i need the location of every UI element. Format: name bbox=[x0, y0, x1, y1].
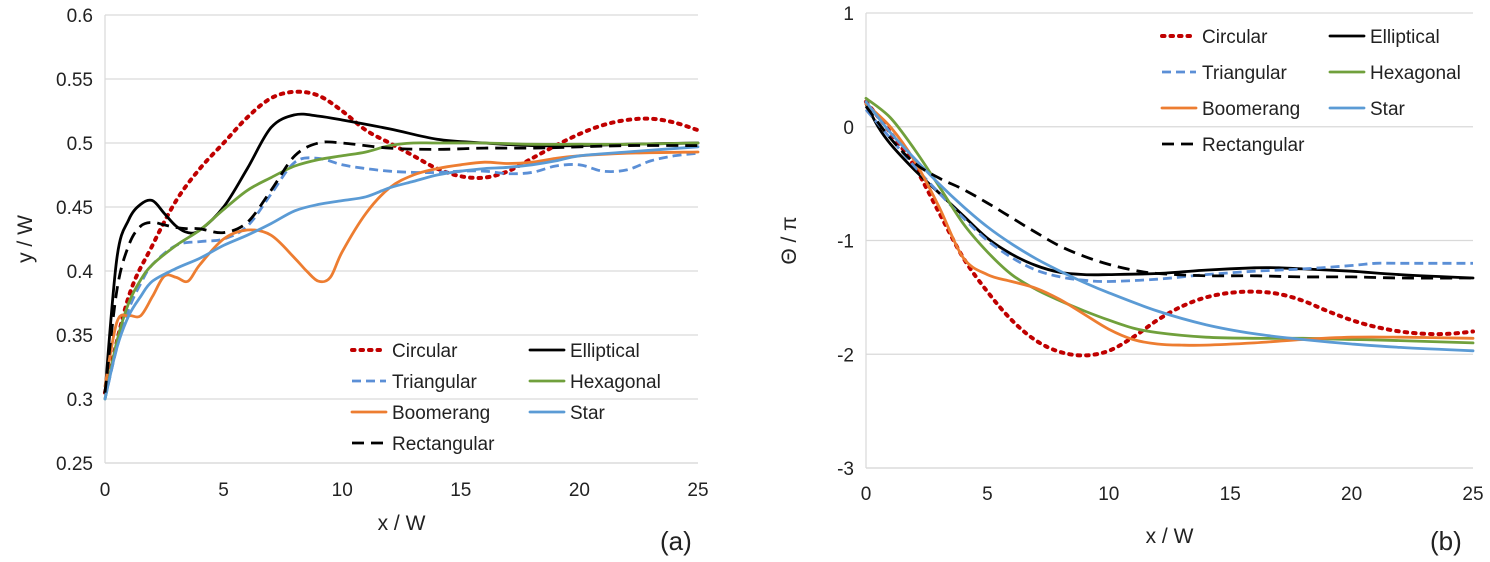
series-line-rectangular bbox=[103, 140, 699, 393]
y-axis-label: y / W bbox=[14, 215, 37, 263]
legend-label-star: Star bbox=[570, 403, 606, 424]
panel-tag: (a) bbox=[660, 526, 692, 556]
legend-label-rectangular: Rectangular bbox=[392, 434, 495, 455]
series-line-triangular bbox=[864, 108, 1473, 283]
x-tick-label: 25 bbox=[687, 480, 708, 501]
series-line-star bbox=[864, 100, 1475, 353]
y-tick-label: 0.45 bbox=[56, 198, 93, 219]
x-tick-label: 15 bbox=[450, 480, 471, 501]
y-tick-label: 0.55 bbox=[56, 70, 93, 91]
legend-label-hexagonal: Hexagonal bbox=[570, 372, 661, 393]
x-tick-label: 0 bbox=[100, 480, 111, 501]
series-line-boomerang bbox=[103, 150, 700, 388]
legend: Circular Elliptical Triangular Hexagonal Boo… bbox=[350, 341, 661, 455]
y-axis-label: Θ / π bbox=[778, 216, 801, 264]
legend-label-star: Star bbox=[1370, 99, 1406, 120]
x-tick-label: 15 bbox=[1220, 484, 1241, 505]
y-tick-label: 0.3 bbox=[67, 390, 93, 411]
x-tick-label: 20 bbox=[569, 480, 590, 501]
series-line-star bbox=[103, 145, 700, 401]
y-tick-label: 0.25 bbox=[56, 454, 93, 475]
series-line-boomerang bbox=[864, 102, 1475, 347]
legend-label-hexagonal: Hexagonal bbox=[1370, 63, 1461, 84]
legend-label-triangular: Triangular bbox=[1202, 63, 1288, 84]
legend-label-circular: Circular bbox=[392, 341, 458, 362]
legend: Circular Elliptical Triangular Hexagonal Boo… bbox=[1160, 27, 1461, 156]
x-tick-label: 5 bbox=[218, 480, 229, 501]
x-tick-label: 10 bbox=[1098, 484, 1119, 505]
legend-label-boomerang: Boomerang bbox=[1202, 99, 1300, 120]
y-tick-label: 0.35 bbox=[56, 326, 93, 347]
y-tick-label: 0.5 bbox=[67, 134, 93, 155]
legend-label-boomerang: Boomerang bbox=[392, 403, 490, 424]
x-tick-label: 20 bbox=[1341, 484, 1362, 505]
legend-label-elliptical: Elliptical bbox=[570, 341, 640, 362]
x-tick-label: 5 bbox=[982, 484, 993, 505]
legend-label-elliptical: Elliptical bbox=[1370, 27, 1440, 48]
legend-label-rectangular: Rectangular bbox=[1202, 135, 1305, 156]
legend-label-triangular: Triangular bbox=[392, 372, 478, 393]
series-line-circular bbox=[864, 99, 1475, 358]
y-tick-label: -3 bbox=[837, 459, 854, 480]
x-axis-label: x / W bbox=[1146, 525, 1194, 548]
legend-label-circular: Circular bbox=[1202, 27, 1268, 48]
x-tick-label: 0 bbox=[861, 484, 872, 505]
series-line-hexagonal bbox=[864, 96, 1475, 345]
series-line-hexagonal bbox=[103, 141, 700, 401]
chart-panel-a: 0.25 0.3 0.35 0.4 0.45 0.5 0.55 0.6 0 5 10 15 20 25 x … bbox=[14, 6, 709, 556]
y-tick-label: -1 bbox=[837, 232, 854, 253]
series-line-elliptical bbox=[864, 102, 1475, 280]
y-tick-label: 1 bbox=[843, 4, 854, 25]
y-tick-label: 0 bbox=[843, 118, 854, 139]
panel-tag: (b) bbox=[1430, 526, 1462, 556]
x-tick-label: 10 bbox=[332, 480, 353, 501]
y-tick-label: 0.4 bbox=[67, 262, 94, 283]
y-tick-label: -2 bbox=[837, 345, 854, 366]
x-tick-label: 25 bbox=[1462, 484, 1483, 505]
series-line-circular bbox=[103, 89, 700, 395]
series-line-rectangular bbox=[864, 105, 1474, 280]
x-axis-label: x / W bbox=[378, 512, 426, 535]
y-tick-label: 0.6 bbox=[67, 6, 93, 27]
